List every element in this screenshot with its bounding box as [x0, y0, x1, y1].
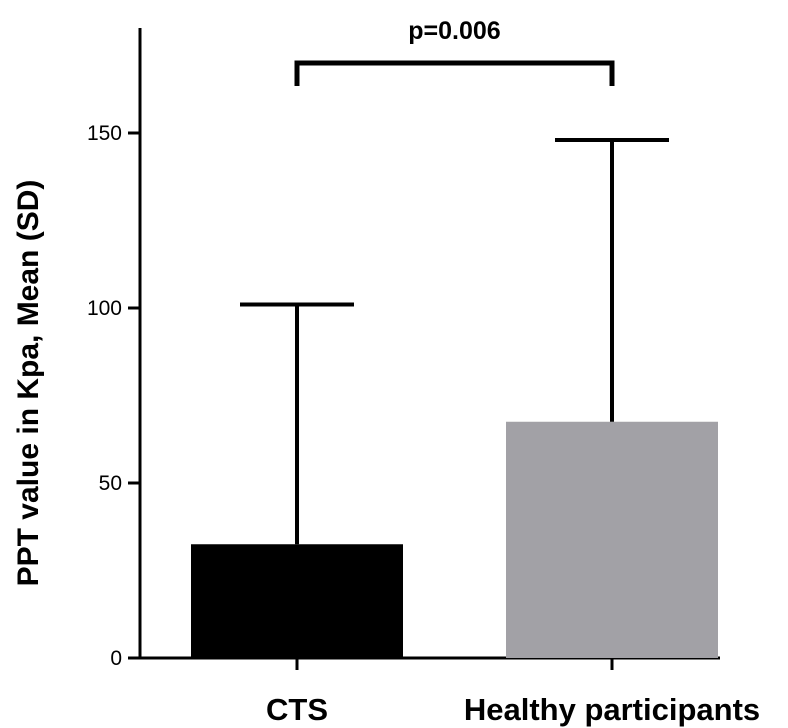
y-tick-label: 50 [99, 472, 122, 495]
significance-annotation: p=0.006 [294, 17, 615, 86]
error-bars [240, 138, 669, 545]
y-tick-label: 150 [87, 122, 122, 145]
y-tick-label: 100 [87, 297, 122, 320]
x-category-label: CTS [266, 692, 328, 727]
bars [191, 421, 718, 658]
y-tick-label: 0 [110, 647, 122, 670]
y-ticks: 0 50 100 150 [87, 122, 140, 670]
x-category-labels: CTS Healthy participants [266, 658, 760, 727]
bar-cts [191, 544, 403, 658]
bar-healthy-participants [506, 421, 718, 658]
p-value-label: p=0.006 [408, 17, 500, 45]
significance-bracket [294, 60, 615, 86]
x-category-label: Healthy participants [464, 692, 760, 727]
y-axis-label: PPT value in Kpa, Mean (SD) [12, 180, 45, 587]
